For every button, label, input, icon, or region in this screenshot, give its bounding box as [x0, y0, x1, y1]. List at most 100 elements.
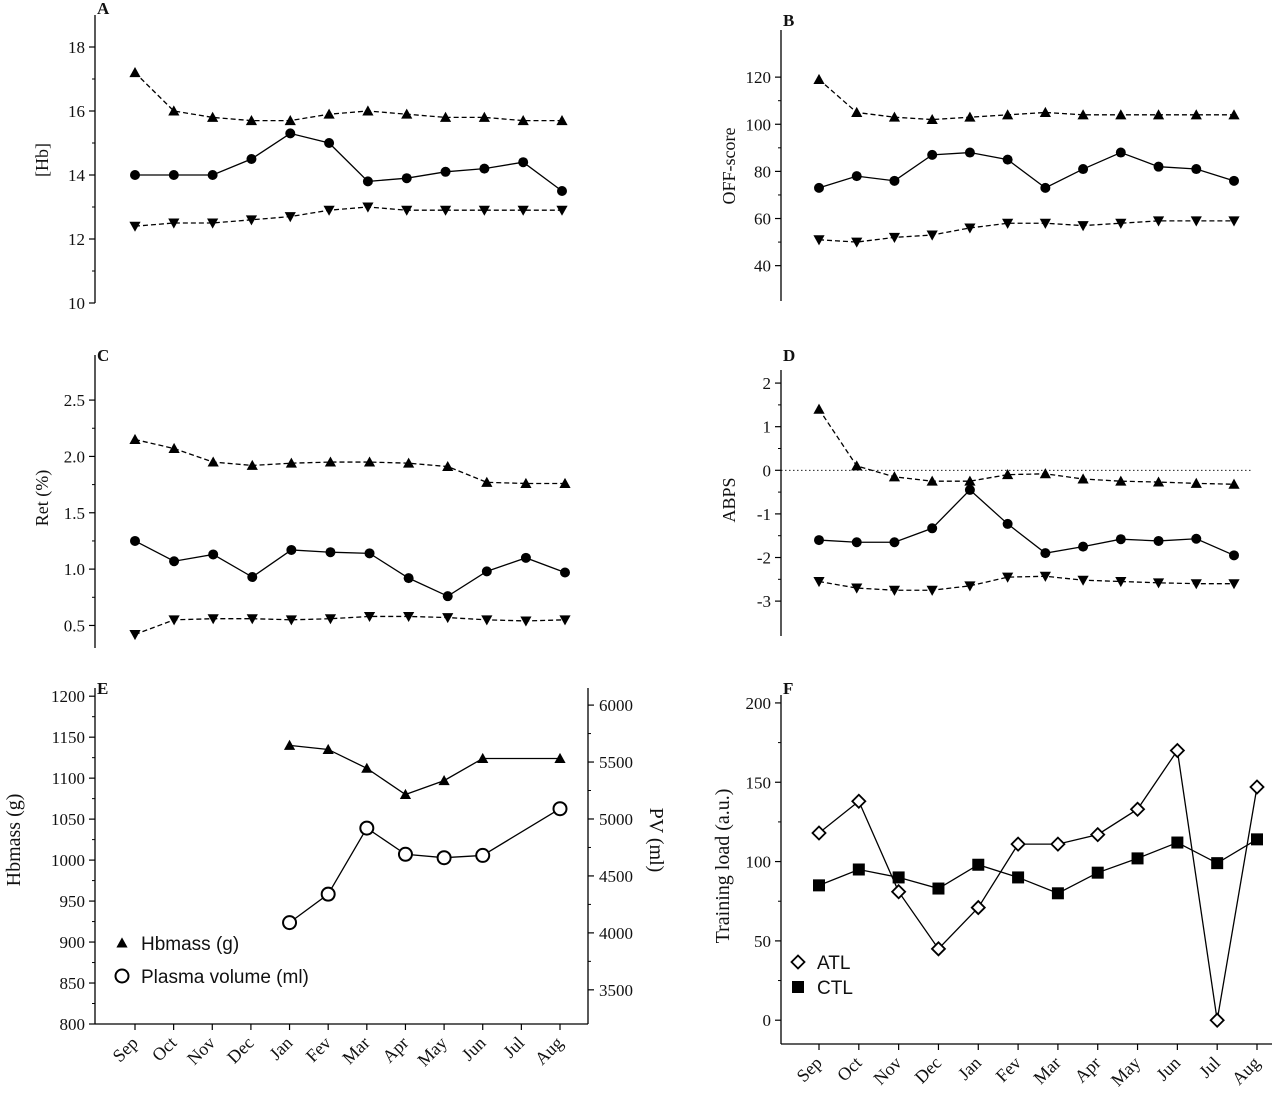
- data-point: [1190, 477, 1202, 488]
- data-point: [1249, 779, 1265, 795]
- data-point: [1129, 801, 1146, 817]
- data-point: [1077, 109, 1089, 120]
- data-point: [1169, 742, 1186, 759]
- data-point: [324, 614, 337, 625]
- data-point: [1228, 478, 1240, 489]
- y-tick-label: 1.0: [64, 560, 85, 579]
- data-point: [1077, 473, 1089, 484]
- data-point: [442, 591, 453, 602]
- data-point: [1190, 109, 1202, 120]
- data-point: [852, 863, 865, 876]
- data-point: [813, 235, 825, 246]
- data-point: [1077, 575, 1089, 586]
- data-point: [481, 566, 492, 577]
- data-point: [930, 941, 947, 957]
- data-point: [1190, 579, 1202, 590]
- data-point: [1115, 109, 1127, 120]
- data-point: [927, 523, 938, 534]
- y-right-tick-label: 6000: [599, 696, 633, 715]
- data-point: [1229, 550, 1239, 561]
- data-point: [207, 111, 219, 122]
- y-tick-label: 16: [68, 102, 85, 121]
- series-line: [818, 220, 1234, 243]
- legend-f: ATL CTL: [790, 953, 853, 999]
- y-tick-label: 50: [754, 932, 771, 951]
- panel-letter: E: [97, 679, 108, 698]
- series-line: [289, 808, 561, 924]
- data-point: [1131, 852, 1144, 865]
- data-point: [813, 879, 825, 892]
- series-line: [818, 575, 1234, 591]
- y-tick-label: 1100: [52, 769, 85, 788]
- data-point: [1039, 218, 1051, 229]
- data-point: [964, 581, 976, 592]
- series-line: [134, 438, 565, 485]
- data-point: [814, 535, 824, 546]
- series-0: [129, 433, 571, 488]
- data-point: [283, 739, 296, 750]
- y-tick-label: 1200: [51, 687, 85, 706]
- data-point: [320, 886, 336, 902]
- data-point: [247, 572, 258, 583]
- data-point: [1115, 147, 1126, 158]
- y-axis-title: Ret (%): [32, 470, 53, 526]
- data-point: [403, 611, 415, 623]
- x-tick-label: May: [413, 1033, 450, 1070]
- data-point: [129, 67, 141, 78]
- panel-letter: F: [783, 679, 793, 698]
- data-point: [926, 475, 938, 486]
- y-tick-label: 0: [763, 1011, 772, 1030]
- data-point: [168, 442, 180, 454]
- y-tick-label: 900: [60, 933, 86, 952]
- data-point: [851, 793, 867, 810]
- x-tick-label: Mar: [338, 1033, 373, 1068]
- data-point: [1228, 579, 1240, 590]
- x-tick-label: Jun: [1152, 1053, 1184, 1085]
- y-tick-label: 1050: [51, 810, 85, 829]
- data-point: [1002, 469, 1014, 480]
- panel-c: 0.5 1.0 1.5 2.0 2.5 C Ret (%): [32, 346, 571, 648]
- data-point: [556, 115, 568, 126]
- data-point: [246, 614, 258, 625]
- data-point: [282, 915, 298, 931]
- data-point: [1002, 154, 1013, 165]
- data-point: [1078, 541, 1089, 552]
- data-point: [813, 73, 825, 84]
- y-tick-label: 2.5: [64, 391, 85, 410]
- data-point: [559, 615, 571, 626]
- data-point: [481, 476, 493, 487]
- data-point: [475, 847, 491, 863]
- y-axis-title: OFF-score: [719, 127, 739, 204]
- series-2: [813, 216, 1240, 248]
- series-0: [129, 67, 568, 126]
- data-point: [401, 205, 413, 216]
- data-point: [323, 108, 335, 119]
- data-point: [1153, 161, 1164, 172]
- series-1: [813, 833, 1263, 900]
- data-point: [362, 105, 374, 116]
- y-tick-label: 14: [68, 166, 86, 185]
- data-point: [552, 801, 568, 817]
- data-point: [168, 615, 180, 626]
- data-point: [811, 825, 827, 841]
- y-axis-title: Training load (a.u.): [712, 789, 734, 944]
- x-tick-label: Nov: [183, 1033, 219, 1069]
- data-point: [1039, 571, 1051, 582]
- y-tick-label: 60: [754, 210, 771, 229]
- data-point: [246, 459, 258, 470]
- data-point: [1091, 866, 1104, 879]
- data-point: [1002, 518, 1013, 529]
- data-point: [892, 871, 905, 884]
- x-tick-label: Sep: [793, 1053, 826, 1086]
- data-point: [888, 471, 901, 482]
- x-tick-label: Apr: [1071, 1053, 1105, 1087]
- data-point: [130, 170, 140, 180]
- data-point: [888, 232, 901, 243]
- x-tick-label: Oct: [833, 1053, 866, 1086]
- data-point: [442, 613, 454, 624]
- data-point: [926, 585, 938, 596]
- data-point: [1251, 833, 1263, 846]
- x-tick-label: Jul: [499, 1033, 528, 1062]
- series-2: [813, 571, 1240, 596]
- data-point: [520, 616, 532, 627]
